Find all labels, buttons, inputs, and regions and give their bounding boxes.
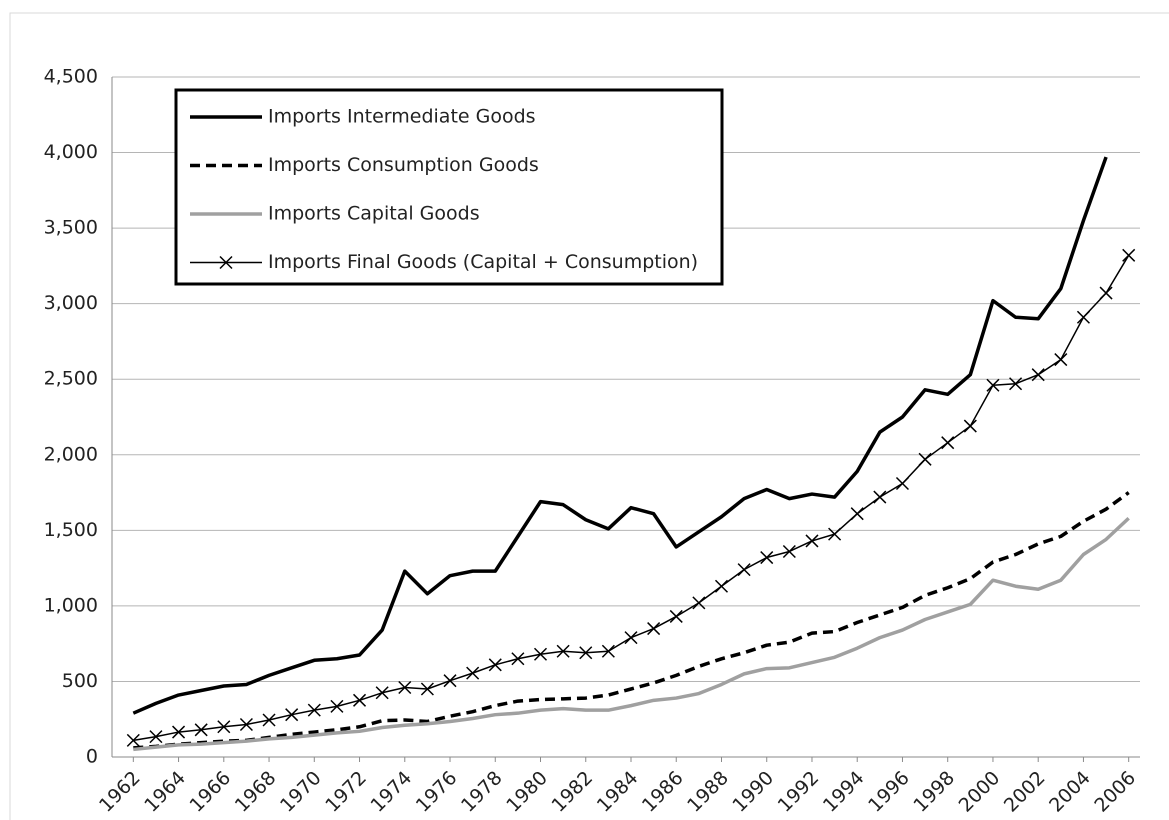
y-tick-label: 2,500	[44, 368, 98, 390]
y-tick-label: 1,500	[44, 519, 98, 541]
marker	[850, 507, 864, 521]
series-line	[133, 491, 1130, 750]
y-tick-label: 3,500	[44, 217, 98, 239]
x-tick-label: 1974	[366, 767, 416, 817]
y-tick-label: 4,500	[44, 66, 98, 88]
marker	[239, 717, 253, 732]
marker	[533, 647, 548, 661]
marker	[511, 652, 525, 666]
marker	[466, 666, 480, 680]
y-tick-label: 500	[62, 670, 98, 692]
x-tick-label: 2006	[1090, 767, 1140, 817]
marker	[217, 720, 231, 734]
marker	[1009, 377, 1023, 391]
marker	[1099, 286, 1113, 300]
marker	[647, 622, 661, 636]
marker	[398, 680, 412, 695]
marker	[443, 674, 457, 688]
marker	[172, 725, 186, 739]
x-tick-label: 1980	[502, 767, 552, 817]
legend-marker	[219, 255, 233, 270]
marker	[941, 436, 955, 450]
marker	[330, 699, 344, 713]
marker	[963, 419, 977, 433]
marker	[918, 452, 932, 466]
marker	[488, 658, 502, 672]
x-tick-label: 1970	[276, 767, 326, 817]
marker	[873, 490, 887, 504]
chart-frame	[9, 12, 1169, 820]
x-tick-label: 1986	[638, 767, 688, 817]
x-tick-label: 2004	[1045, 767, 1095, 817]
marker	[126, 733, 140, 747]
x-tick-label: 1976	[412, 767, 462, 817]
y-tick-label: 2,000	[44, 443, 98, 465]
x-tick-label: 1964	[140, 767, 190, 817]
marker	[1031, 368, 1045, 382]
x-tick-label: 2000	[955, 767, 1005, 817]
x-tick-label: 1998	[909, 767, 959, 817]
marker	[375, 686, 389, 700]
x-tick-label: 1990	[728, 767, 778, 817]
y-tick-label: 3,000	[44, 292, 98, 314]
marker	[556, 644, 570, 658]
legend-label: Imports Consumption Goods	[268, 154, 539, 176]
marker	[624, 631, 638, 645]
marker	[895, 476, 909, 491]
x-tick-label: 1962	[95, 767, 145, 817]
x-tick-label: 1972	[321, 767, 371, 817]
legend-label: Imports Capital Goods	[268, 203, 480, 225]
marker	[149, 730, 163, 744]
marker	[692, 596, 706, 610]
legend-label: Imports Intermediate Goods	[268, 106, 536, 128]
marker	[986, 378, 1000, 392]
x-tick-label: 1982	[547, 767, 597, 817]
marker	[805, 534, 819, 548]
marker	[307, 703, 321, 717]
x-tick-label: 2002	[1000, 767, 1050, 817]
marker	[194, 723, 208, 737]
marker	[353, 693, 367, 707]
marker	[420, 682, 434, 696]
x-tick-label: 1966	[185, 767, 235, 817]
marker	[579, 646, 593, 660]
legend-box	[174, 88, 724, 286]
series-line	[133, 516, 1130, 752]
series-line	[133, 254, 1130, 742]
y-tick-label: 1,000	[44, 594, 98, 616]
y-tick-label: 0	[86, 746, 98, 768]
y-tick-label: 4,000	[44, 141, 98, 163]
x-tick-label: 1984	[593, 767, 643, 817]
marker	[601, 644, 615, 658]
marker	[714, 579, 729, 593]
marker	[1122, 248, 1136, 262]
marker	[782, 544, 796, 559]
marker	[1076, 310, 1090, 324]
x-tick-label: 1992	[774, 767, 824, 817]
marker	[760, 551, 774, 565]
marker	[285, 708, 299, 722]
marker	[669, 609, 683, 623]
series-line	[132, 156, 1108, 715]
marker	[737, 563, 751, 577]
legend-label: Imports Final Goods (Capital + Consumpti…	[268, 251, 698, 273]
x-tick-label: 1994	[819, 767, 869, 817]
x-tick-label: 1968	[231, 767, 281, 817]
x-tick-label: 1978	[457, 767, 507, 817]
marker	[828, 527, 842, 541]
x-tick-label: 1996	[864, 767, 914, 817]
x-tick-label: 1988	[683, 767, 733, 817]
marker	[262, 713, 276, 727]
marker	[1054, 353, 1068, 367]
